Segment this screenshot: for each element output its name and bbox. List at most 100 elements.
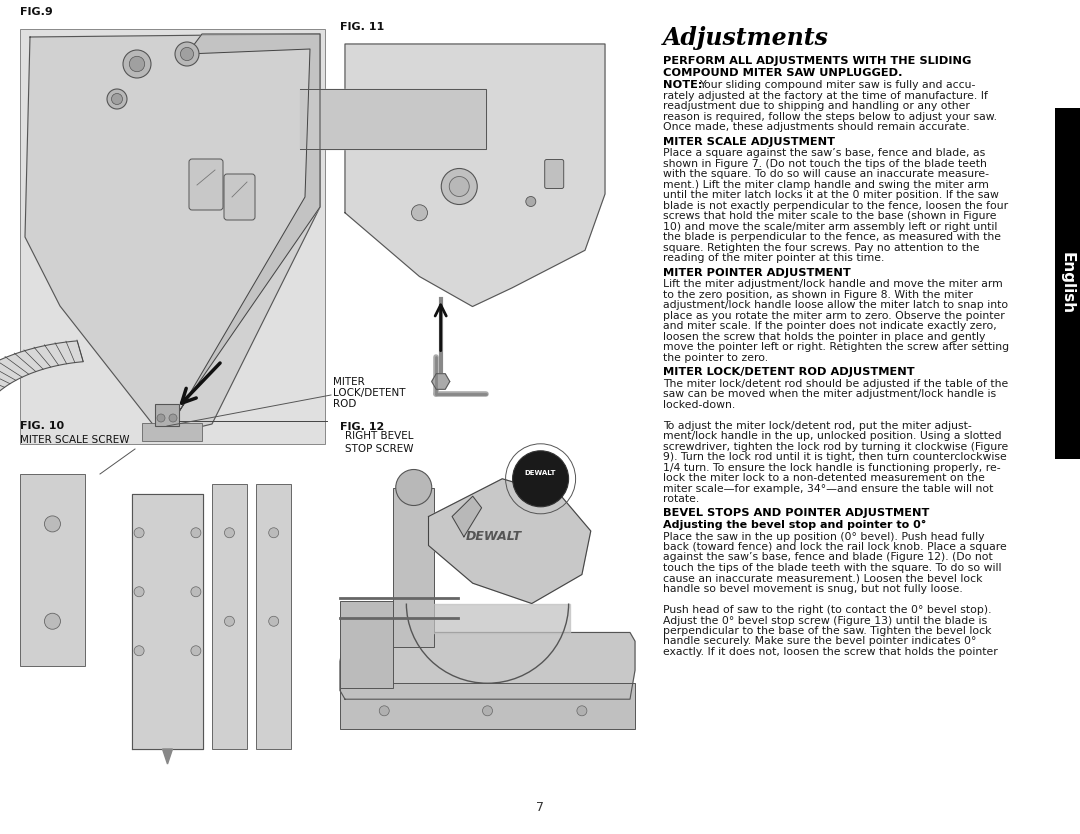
Text: back (toward fence) and lock the rail lock knob. Place a square: back (toward fence) and lock the rail lo… xyxy=(663,542,1007,552)
Bar xyxy=(141,423,202,441)
Text: until the miter latch locks it at the 0 miter position. If the saw: until the miter latch locks it at the 0 … xyxy=(663,190,999,200)
Text: MITER SCALE SCREW: MITER SCALE SCREW xyxy=(21,435,130,445)
Text: loosen the screw that holds the pointer in place and gently: loosen the screw that holds the pointer … xyxy=(663,331,985,341)
Bar xyxy=(212,484,247,749)
Circle shape xyxy=(111,93,122,104)
Text: move the pointer left or right. Retighten the screw after setting: move the pointer left or right. Retighte… xyxy=(663,342,1009,352)
Circle shape xyxy=(168,414,177,422)
Text: reading of the miter pointer at this time.: reading of the miter pointer at this tim… xyxy=(663,253,885,263)
Circle shape xyxy=(134,587,144,597)
Text: English: English xyxy=(1059,253,1075,314)
Bar xyxy=(156,404,179,426)
Circle shape xyxy=(442,168,477,204)
Text: touch the tips of the blade teeth with the square. To do so will: touch the tips of the blade teeth with t… xyxy=(663,563,1001,573)
Text: STOP SCREW: STOP SCREW xyxy=(345,444,414,454)
Text: MITER POINTER ADJUSTMENT: MITER POINTER ADJUSTMENT xyxy=(663,268,851,278)
Bar xyxy=(393,488,434,647)
Polygon shape xyxy=(300,89,486,149)
Bar xyxy=(340,600,393,687)
Text: screws that hold the miter scale to the base (shown in Figure: screws that hold the miter scale to the … xyxy=(663,211,997,221)
Text: Your sliding compound miter saw is fully and accu-: Your sliding compound miter saw is fully… xyxy=(699,80,975,90)
FancyBboxPatch shape xyxy=(224,174,255,220)
Text: reason is required, follow the steps below to adjust your saw.: reason is required, follow the steps bel… xyxy=(663,112,997,122)
Circle shape xyxy=(180,48,193,61)
Circle shape xyxy=(157,414,165,422)
Polygon shape xyxy=(25,34,320,436)
Text: place as you rotate the miter arm to zero. Observe the pointer: place as you rotate the miter arm to zer… xyxy=(663,310,1004,320)
Text: BEVEL STOPS AND POINTER ADJUSTMENT: BEVEL STOPS AND POINTER ADJUSTMENT xyxy=(663,509,930,519)
Text: LOCK/DETENT: LOCK/DETENT xyxy=(333,388,405,398)
Circle shape xyxy=(123,50,151,78)
Circle shape xyxy=(269,528,279,538)
Circle shape xyxy=(225,616,234,626)
Text: the blade is perpendicular to the fence, as measured with the: the blade is perpendicular to the fence,… xyxy=(663,232,1001,242)
Text: the pointer to zero.: the pointer to zero. xyxy=(663,353,768,363)
Text: saw can be moved when the miter adjustment/lock handle is: saw can be moved when the miter adjustme… xyxy=(663,389,996,399)
Circle shape xyxy=(483,706,492,716)
Circle shape xyxy=(395,470,432,505)
Text: ROD: ROD xyxy=(333,399,356,409)
Circle shape xyxy=(449,177,469,197)
Text: screwdriver, tighten the lock rod by turning it clockwise (Figure: screwdriver, tighten the lock rod by tur… xyxy=(663,441,1009,451)
Circle shape xyxy=(191,528,201,538)
Text: ment.) Lift the miter clamp handle and swing the miter arm: ment.) Lift the miter clamp handle and s… xyxy=(663,179,989,189)
Circle shape xyxy=(107,89,127,109)
Text: COMPOUND MITER SAW UNPLUGGED.: COMPOUND MITER SAW UNPLUGGED. xyxy=(663,68,903,78)
Polygon shape xyxy=(340,632,635,699)
Text: readjustment due to shipping and handling or any other: readjustment due to shipping and handlin… xyxy=(663,101,970,111)
Text: square. Retighten the four screws. Pay no attention to the: square. Retighten the four screws. Pay n… xyxy=(663,243,980,253)
Text: The miter lock/detent rod should be adjusted if the table of the: The miter lock/detent rod should be adju… xyxy=(663,379,1009,389)
Circle shape xyxy=(44,516,60,532)
Bar xyxy=(21,474,85,666)
Text: Push head of saw to the right (to contact the 0° bevel stop).: Push head of saw to the right (to contac… xyxy=(663,605,991,615)
Text: 10) and move the scale/miter arm assembly left or right until: 10) and move the scale/miter arm assembl… xyxy=(663,222,997,232)
Text: handle so bevel movement is snug, but not fully loose.: handle so bevel movement is snug, but no… xyxy=(663,584,962,594)
Polygon shape xyxy=(0,341,83,425)
Text: DEWALT: DEWALT xyxy=(465,530,522,543)
Text: blade is not exactly perpendicular to the fence, loosen the four: blade is not exactly perpendicular to th… xyxy=(663,200,1008,210)
Polygon shape xyxy=(345,44,605,307)
Text: Lift the miter adjustment/lock handle and move the miter arm: Lift the miter adjustment/lock handle an… xyxy=(663,279,1002,289)
Bar xyxy=(21,29,325,444)
Circle shape xyxy=(411,205,428,221)
Circle shape xyxy=(577,706,586,716)
Polygon shape xyxy=(429,479,591,604)
Text: RIGHT BEVEL: RIGHT BEVEL xyxy=(345,431,414,441)
Polygon shape xyxy=(432,374,449,389)
Text: MITER LOCK/DETENT ROD ADJUSTMENT: MITER LOCK/DETENT ROD ADJUSTMENT xyxy=(663,367,915,377)
Text: against the saw’s base, fence and blade (Figure 12). (Do not: against the saw’s base, fence and blade … xyxy=(663,552,993,562)
Text: ment/lock handle in the up, unlocked position. Using a slotted: ment/lock handle in the up, unlocked pos… xyxy=(663,431,1001,441)
Circle shape xyxy=(44,613,60,629)
Text: locked-down.: locked-down. xyxy=(663,399,735,409)
Text: and miter scale. If the pointer does not indicate exactly zero,: and miter scale. If the pointer does not… xyxy=(663,321,997,331)
Text: 9). Turn the lock rod until it is tight, then turn counterclockwise: 9). Turn the lock rod until it is tight,… xyxy=(663,452,1007,462)
Text: adjustment/lock handle loose allow the miter latch to snap into: adjustment/lock handle loose allow the m… xyxy=(663,300,1008,310)
Text: PERFORM ALL ADJUSTMENTS WITH THE SLIDING: PERFORM ALL ADJUSTMENTS WITH THE SLIDING xyxy=(663,56,971,66)
Polygon shape xyxy=(453,496,482,537)
Text: 1/4 turn. To ensure the lock handle is functioning properly, re-: 1/4 turn. To ensure the lock handle is f… xyxy=(663,463,1001,473)
Circle shape xyxy=(526,197,536,207)
Text: cause an inaccurate measurement.) Loosen the bevel lock: cause an inaccurate measurement.) Loosen… xyxy=(663,574,983,584)
Text: Adjusting the bevel stop and pointer to 0°: Adjusting the bevel stop and pointer to … xyxy=(663,520,927,530)
Text: rately adjusted at the factory at the time of manufacture. If: rately adjusted at the factory at the ti… xyxy=(663,91,988,101)
Text: Place a square against the saw’s base, fence and blade, as: Place a square against the saw’s base, f… xyxy=(663,148,985,158)
Circle shape xyxy=(379,706,389,716)
FancyBboxPatch shape xyxy=(189,159,222,210)
Bar xyxy=(340,682,635,729)
Text: Place the saw in the up position (0° bevel). Push head fully: Place the saw in the up position (0° bev… xyxy=(663,531,985,541)
Circle shape xyxy=(130,57,145,72)
Text: FIG.9: FIG.9 xyxy=(21,7,53,17)
Text: Once made, these adjustments should remain accurate.: Once made, these adjustments should rema… xyxy=(663,122,970,132)
Polygon shape xyxy=(162,749,173,764)
Text: MITER: MITER xyxy=(333,377,365,387)
FancyBboxPatch shape xyxy=(544,159,564,188)
Circle shape xyxy=(269,616,279,626)
Circle shape xyxy=(191,646,201,656)
Circle shape xyxy=(513,451,568,507)
Bar xyxy=(1055,108,1080,459)
Text: miter scale—for example, 34°—and ensure the table will not: miter scale—for example, 34°—and ensure … xyxy=(663,484,994,494)
Circle shape xyxy=(191,587,201,597)
Text: To adjust the miter lock/detent rod, put the miter adjust-: To adjust the miter lock/detent rod, put… xyxy=(663,420,972,430)
Text: FIG. 11: FIG. 11 xyxy=(340,22,384,32)
Text: FIG. 12: FIG. 12 xyxy=(340,422,384,432)
